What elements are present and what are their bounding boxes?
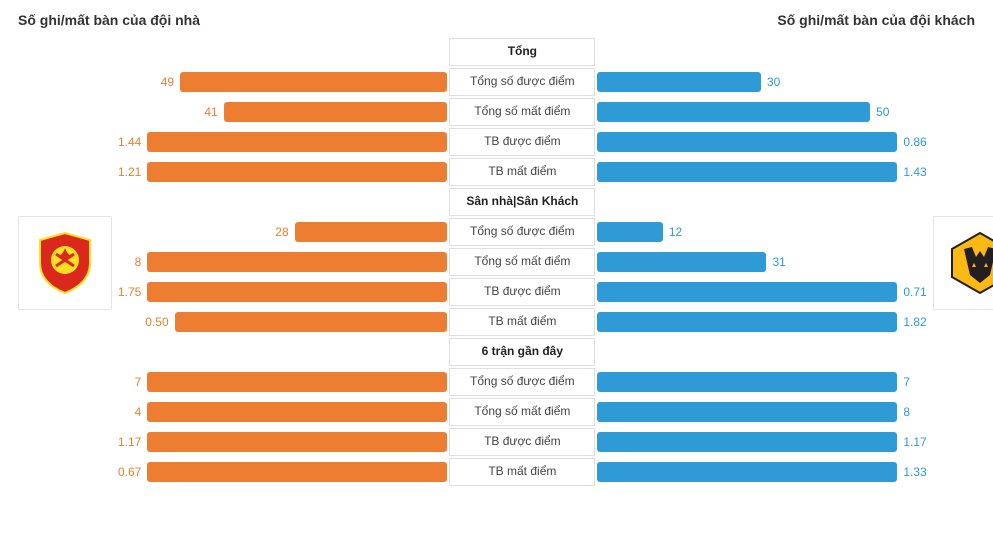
away-bar (597, 432, 897, 452)
home-bar (147, 252, 447, 272)
away-bar-row: 31 (597, 248, 932, 276)
away-bar-row: 1.17 (597, 428, 932, 456)
chart-area: 49411.441.212881.750.50741.170.67 TổngTổ… (112, 38, 933, 488)
away-value: 31 (766, 255, 791, 269)
away-value: 50 (870, 105, 895, 119)
away-value: 7 (897, 375, 916, 389)
home-bar-row: 28 (112, 218, 447, 246)
away-value: 0.86 (897, 135, 932, 149)
away-team-logo (933, 216, 993, 310)
section-header: 6 trận gần đây (449, 338, 595, 366)
metric-label: TB được điểm (449, 428, 595, 456)
home-value: 41 (198, 105, 223, 119)
home-value: 1.75 (112, 285, 147, 299)
metric-label: TB được điểm (449, 278, 595, 306)
home-bar-row: 0.67 (112, 458, 447, 486)
away-value: 12 (663, 225, 688, 239)
home-team-logo (18, 216, 112, 310)
home-value: 0.50 (139, 315, 174, 329)
home-bar (147, 132, 447, 152)
home-value: 8 (129, 255, 148, 269)
away-bar (597, 102, 870, 122)
away-bar-row: 0.71 (597, 278, 932, 306)
home-bar (295, 222, 448, 242)
home-value: 1.17 (112, 435, 147, 449)
away-title: Số ghi/mất bàn của đội khách (777, 12, 975, 28)
home-bar (147, 402, 447, 422)
metric-label: TB mất điểm (449, 308, 595, 336)
away-bar-row: 12 (597, 218, 932, 246)
away-value: 1.33 (897, 465, 932, 479)
home-bar-row: 1.17 (112, 428, 447, 456)
home-bar (180, 72, 447, 92)
away-bar (597, 402, 897, 422)
home-bar (147, 282, 447, 302)
away-bar-row: 8 (597, 398, 932, 426)
home-value: 4 (129, 405, 148, 419)
away-bar (597, 132, 897, 152)
home-value: 49 (155, 75, 180, 89)
away-bar-row: 7 (597, 368, 932, 396)
home-bar (224, 102, 448, 122)
section-header: Tổng (449, 38, 595, 66)
home-value: 7 (129, 375, 148, 389)
away-bar-row: 30 (597, 68, 932, 96)
home-bar-row: 1.75 (112, 278, 447, 306)
center-labels-column: TổngTổng số được điểmTổng số mất điểmTB … (447, 38, 597, 488)
away-bar (597, 252, 766, 272)
home-bars-column: 49 41 1.44 1.21 28 8 1.75 0.50 7 4 1.17 0.67 (112, 38, 447, 488)
metric-label: TB mất điểm (449, 458, 595, 486)
away-bar (597, 312, 897, 332)
metric-label: Tổng số mất điểm (449, 398, 595, 426)
home-bar (147, 462, 447, 482)
home-bar-row: 41 (112, 98, 447, 126)
metric-label: Tổng số được điểm (449, 368, 595, 396)
away-bar (597, 222, 662, 242)
home-bar-row: 1.44 (112, 128, 447, 156)
comparison-chart: 49411.441.212881.750.50741.170.67 TổngTổ… (18, 38, 975, 488)
home-value: 1.21 (112, 165, 147, 179)
away-value: 1.17 (897, 435, 932, 449)
metric-label: Tổng số mất điểm (449, 248, 595, 276)
home-bar-row: 49 (112, 68, 447, 96)
home-bar (147, 162, 447, 182)
away-bar-row: 1.43 (597, 158, 932, 186)
metric-label: TB mất điểm (449, 158, 595, 186)
home-value: 28 (269, 225, 294, 239)
away-bar-row: 1.82 (597, 308, 932, 336)
home-bar-row: 4 (112, 398, 447, 426)
metric-label: Tổng số được điểm (449, 68, 595, 96)
away-bar-row: 0.86 (597, 128, 932, 156)
away-bar-row: 50 (597, 98, 932, 126)
away-value: 0.71 (897, 285, 932, 299)
home-bar-row: 8 (112, 248, 447, 276)
home-bar (147, 372, 447, 392)
home-bar-row: 1.21 (112, 158, 447, 186)
header-row: Số ghi/mất bàn của đội nhà Số ghi/mất bà… (18, 12, 975, 28)
metric-label: Tổng số được điểm (449, 218, 595, 246)
away-value: 8 (897, 405, 916, 419)
away-value: 30 (761, 75, 786, 89)
away-value: 1.82 (897, 315, 932, 329)
metric-label: TB được điểm (449, 128, 595, 156)
home-bar-row: 7 (112, 368, 447, 396)
away-bar-row: 1.33 (597, 458, 932, 486)
home-value: 1.44 (112, 135, 147, 149)
section-header: Sân nhà|Sân Khách (449, 188, 595, 216)
home-value: 0.67 (112, 465, 147, 479)
away-bar (597, 462, 897, 482)
away-bars-column: 30 50 0.86 1.43 12 31 0.71 1.82 7 8 1.17 1.33 (597, 38, 932, 488)
away-value: 1.43 (897, 165, 932, 179)
home-bar (175, 312, 448, 332)
home-bar-row: 0.50 (112, 308, 447, 336)
away-bar (597, 282, 897, 302)
away-bar (597, 372, 897, 392)
home-bar (147, 432, 447, 452)
away-bar (597, 72, 761, 92)
away-bar (597, 162, 897, 182)
metric-label: Tổng số mất điểm (449, 98, 595, 126)
home-title: Số ghi/mất bàn của đội nhà (18, 12, 200, 28)
